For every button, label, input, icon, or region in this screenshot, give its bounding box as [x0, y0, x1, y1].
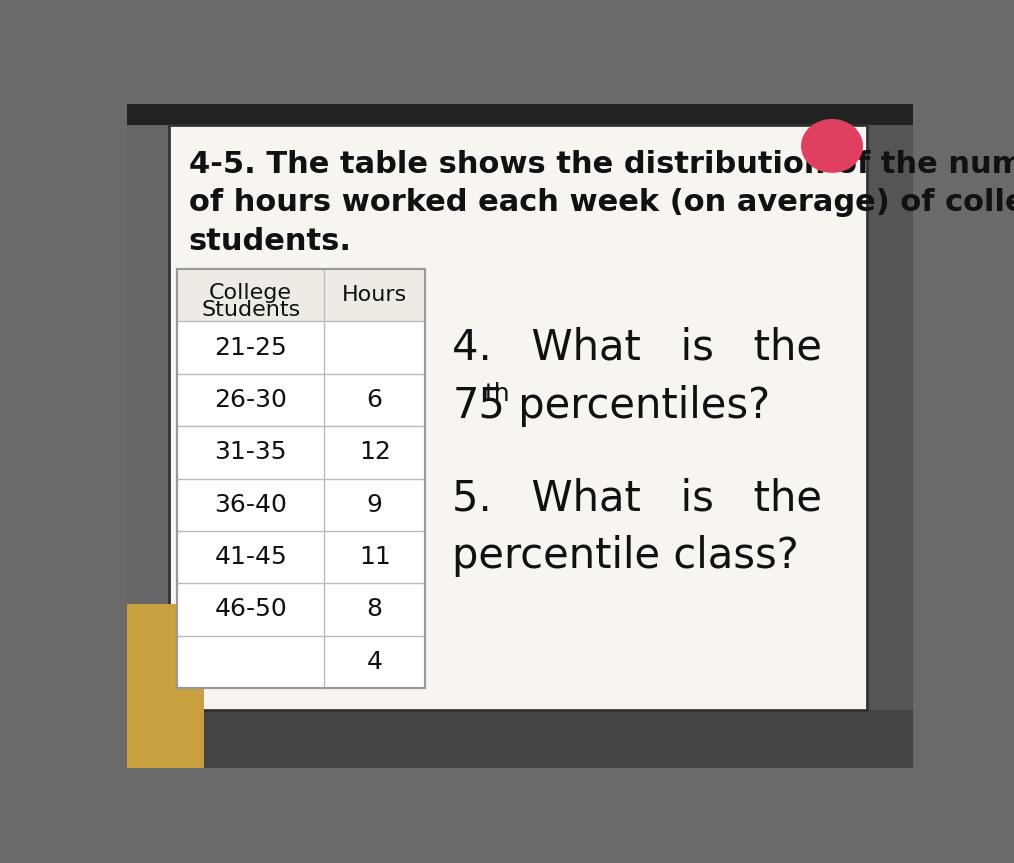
Text: 9: 9: [367, 493, 382, 517]
Text: 75: 75: [452, 385, 505, 426]
Text: College: College: [209, 283, 292, 303]
Text: of hours worked each week (on average) of college: of hours worked each week (on average) o…: [189, 188, 1014, 217]
Bar: [127, 104, 913, 125]
Text: 26-30: 26-30: [214, 388, 287, 412]
Bar: [127, 710, 913, 768]
Text: 8: 8: [367, 597, 382, 621]
Text: percentiles?: percentiles?: [505, 385, 770, 426]
Text: 21-25: 21-25: [214, 336, 287, 360]
Bar: [169, 125, 867, 710]
Text: 4-5. The table shows the distribution of the number: 4-5. The table shows the distribution of…: [189, 150, 1014, 179]
Bar: [867, 125, 913, 710]
Text: 41-45: 41-45: [214, 545, 287, 569]
Bar: [177, 269, 425, 322]
Text: Students: Students: [201, 300, 300, 320]
Text: percentile class?: percentile class?: [452, 535, 799, 576]
Text: 46-50: 46-50: [214, 597, 287, 621]
Text: 12: 12: [359, 440, 390, 464]
Bar: [177, 269, 425, 688]
Bar: [177, 269, 425, 688]
Text: th: th: [485, 381, 510, 406]
Text: 36-40: 36-40: [214, 493, 287, 517]
Ellipse shape: [801, 119, 863, 173]
Text: 31-35: 31-35: [215, 440, 287, 464]
Text: 4: 4: [367, 650, 382, 674]
Text: Hours: Hours: [342, 286, 408, 306]
Text: 6: 6: [367, 388, 382, 412]
Bar: [127, 604, 204, 768]
Text: 11: 11: [359, 545, 390, 569]
Text: students.: students.: [189, 227, 352, 255]
Text: 5.   What   is   the: 5. What is the: [452, 477, 822, 519]
Bar: [127, 125, 169, 710]
Text: 4.   What   is   the: 4. What is the: [452, 327, 822, 369]
